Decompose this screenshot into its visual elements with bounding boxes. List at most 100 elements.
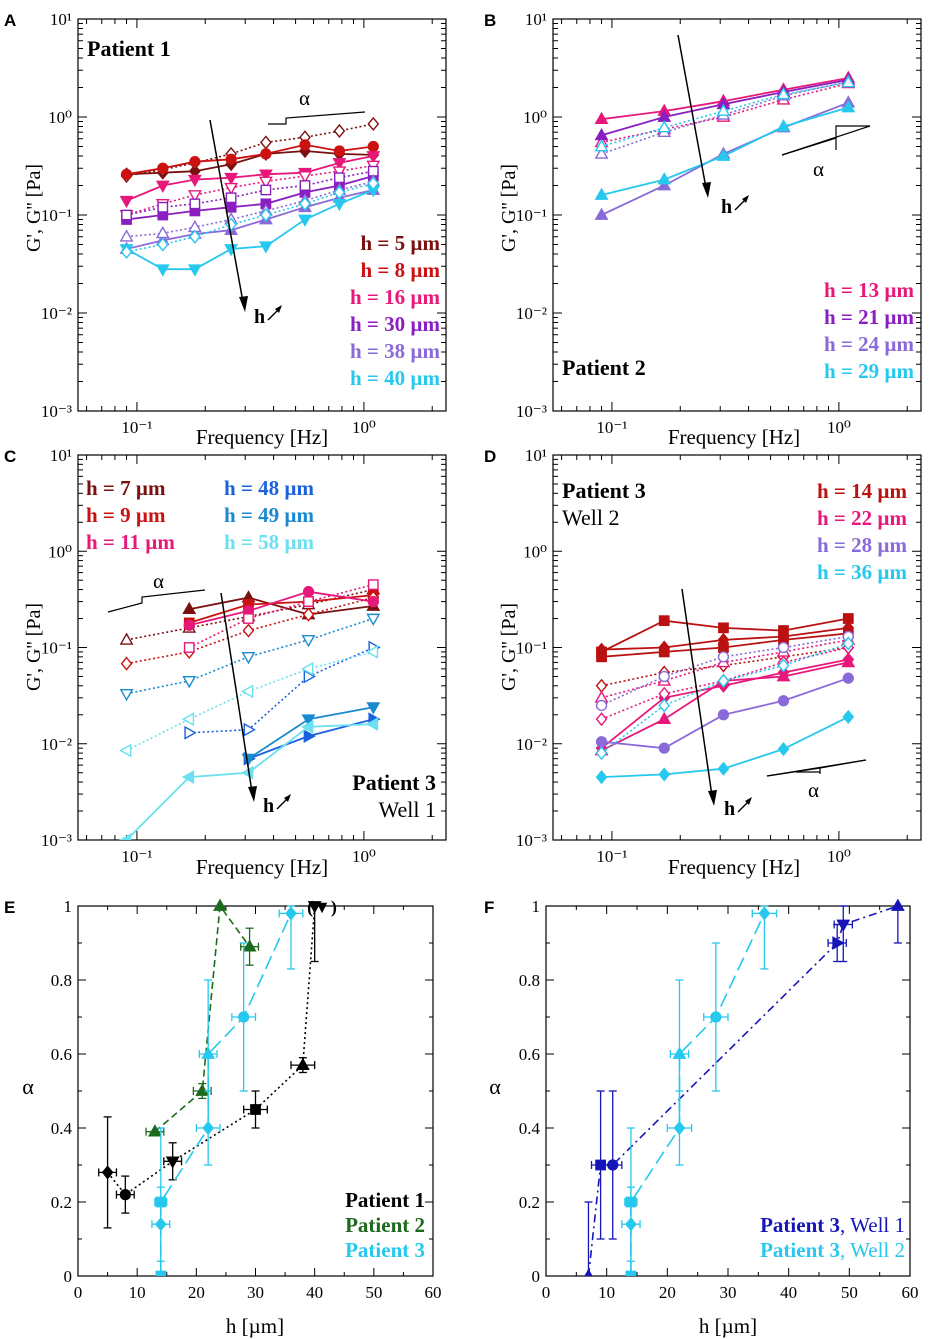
data-point: [716, 103, 731, 116]
x-tick-label: 0: [542, 1283, 551, 1302]
series-5: [594, 100, 856, 200]
x-tick-label: 10⁻¹: [121, 418, 152, 437]
series-line: [126, 180, 374, 238]
series-layer-a: [119, 116, 381, 277]
data-point: [242, 939, 257, 952]
data-point: [367, 579, 379, 591]
data-point: [332, 166, 347, 179]
series-line: [126, 182, 374, 253]
data-point: [224, 244, 239, 257]
series-4: [594, 655, 856, 756]
data-point: [225, 153, 237, 165]
data-point: [195, 1083, 210, 1096]
data-point: [119, 229, 134, 242]
y-tick-label: 0.4: [51, 1119, 73, 1138]
y-tick-label: 10⁻³: [41, 402, 72, 421]
y-axis-label-d: G', G'' [Pa]: [498, 603, 520, 691]
data-point: [299, 139, 311, 151]
x-tick-label: 40: [780, 1283, 797, 1302]
x-tick-label: 60: [902, 1283, 919, 1302]
data-point: [119, 632, 134, 645]
x-axis-label-c: Frequency [Hz]: [196, 855, 328, 879]
data-point: [367, 140, 379, 153]
data-point: [154, 1217, 167, 1232]
series-layer-f: [584, 898, 905, 1276]
panel-d: D 10⁻³ 10⁻² 10⁻¹ 10⁰ 10¹ 10⁻¹ 10⁰ G', G'' [Pa]…: [484, 446, 922, 879]
panel-subtitle-c: Well 1: [379, 797, 437, 822]
data-point: [295, 1057, 310, 1070]
panel-label-f: F: [484, 898, 494, 917]
alpha-label-c: α: [153, 569, 164, 593]
h-arrow-a: h: [209, 119, 282, 328]
series-line: [126, 164, 374, 216]
legend-f: Patient 3, Well 1 Patient 3, Well 2: [760, 1213, 905, 1262]
data-point: [119, 833, 132, 840]
y-tick-label: 10⁰: [523, 542, 547, 561]
data-point: [183, 619, 195, 631]
legend-entry-a-1: h = 8 µm: [361, 258, 441, 282]
data-point: [155, 180, 170, 193]
data-point: [303, 729, 316, 744]
legend-entry-e-2: Patient 3: [345, 1238, 425, 1262]
data-point: [625, 1217, 637, 1232]
data-point: [777, 658, 790, 673]
data-point: [777, 695, 790, 707]
data-point: [890, 898, 905, 911]
data-point: [155, 1270, 167, 1276]
legend-e: Patient 1 Patient 2 Patient 3: [345, 1188, 425, 1262]
alpha-label-d: α: [808, 778, 819, 802]
x-axis-label-b: Frequency [Hz]: [668, 425, 800, 449]
panel-label-d: D: [484, 447, 496, 466]
y-tick-label: 10⁻³: [41, 831, 72, 850]
data-point: [285, 906, 297, 921]
series-line: [601, 646, 849, 720]
data-point: [333, 145, 346, 157]
data-point: [367, 176, 380, 191]
legend-entry-f-1-rest: , Well 2: [840, 1238, 905, 1262]
data-point: [842, 636, 855, 651]
series-layer-e: [98, 898, 322, 1276]
y-tick-label: 10⁰: [48, 108, 72, 127]
data-point: [366, 151, 381, 164]
data-point: [658, 698, 671, 713]
alpha-slope-a: α: [268, 86, 366, 125]
data-point: [157, 201, 169, 213]
series-1: [621, 905, 778, 1276]
data-point: [717, 761, 730, 776]
x-tick-label: 10⁰: [352, 418, 376, 437]
series-line: [189, 646, 374, 734]
data-point: [672, 1046, 687, 1059]
data-point: [303, 669, 316, 684]
x-tick-label: 50: [841, 1283, 858, 1302]
x-tick-label: 10: [598, 1283, 615, 1302]
series-layer-d: [594, 613, 856, 785]
data-point: [307, 901, 322, 914]
data-point: [155, 264, 170, 277]
data-point: [183, 642, 195, 653]
panel-title-b: Patient 2: [562, 355, 646, 380]
data-point: [301, 714, 316, 727]
data-point: [258, 176, 273, 189]
y-tick-label: 10¹: [525, 446, 547, 465]
data-point: [841, 100, 856, 113]
y-tick-label: 0.8: [51, 971, 72, 990]
alpha-slope-triangle-c: [107, 589, 206, 613]
h-arrow-d: h: [681, 588, 752, 820]
data-point: [710, 1011, 722, 1023]
data-point: [238, 1011, 250, 1023]
h-arrow-line-d: [681, 588, 713, 797]
alpha-label-b: α: [813, 157, 824, 181]
alpha-slope-d: α: [766, 759, 867, 802]
data-point: [241, 651, 256, 665]
y-tick-label: 10⁻¹: [516, 206, 547, 225]
y-tick-label: 0.8: [519, 971, 540, 990]
series-line: [188, 594, 374, 624]
x-tick-label: 10⁰: [827, 418, 851, 437]
data-point: [594, 146, 609, 159]
data-point: [301, 635, 316, 648]
data-point: [366, 613, 381, 626]
data-point: [101, 1165, 114, 1180]
ticks-b: 10⁻³ 10⁻² 10⁻¹ 10⁰ 10¹ 10⁻¹ 10⁰: [516, 10, 921, 437]
y-tick-label: 10⁻¹: [41, 639, 72, 658]
